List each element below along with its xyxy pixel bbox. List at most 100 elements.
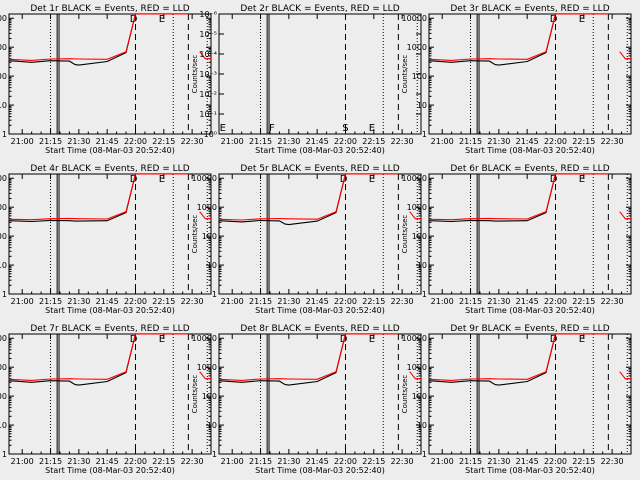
plot-frame	[428, 173, 632, 295]
panel-title: Det 3r BLACK = Events, RED = LLD	[450, 4, 609, 14]
x-tick-label: 21:15	[249, 297, 272, 306]
y-tick-label: 1000	[0, 363, 7, 372]
y-tick-label: 1000	[197, 363, 217, 372]
y-axis-label: Counts/sec	[191, 375, 199, 414]
x-tick-label: 21:00	[221, 457, 244, 466]
plot-frame	[8, 173, 212, 295]
panel-title: Det 7r BLACK = Events, RED = LLD	[30, 324, 189, 334]
x-tick-label: 21:00	[431, 297, 454, 306]
event-marker: E	[159, 14, 165, 25]
y-tick-label: 1000	[197, 203, 217, 212]
x-tick-label: 21:45	[306, 297, 329, 306]
events-series-line	[9, 174, 138, 223]
lld-series-line	[9, 334, 211, 381]
y-tick-label: 1	[422, 450, 427, 459]
x-tick-label: 22:30	[391, 297, 414, 306]
x-tick-label: 22:00	[124, 457, 147, 466]
y-tick-label: 10	[0, 101, 7, 110]
y-tick-label: 10000	[402, 14, 427, 23]
plot-frame	[8, 13, 212, 135]
x-tick-label: 22:15	[152, 137, 175, 146]
x-tick-label: 22:30	[601, 457, 624, 466]
y-tick-label: 1	[2, 290, 7, 299]
y-tick-label: 10000	[402, 174, 427, 183]
y-tick-label: 10⁻⁴	[199, 50, 217, 59]
x-axis-label: Start Time (08-Mar-03 20:52:40)	[45, 306, 175, 315]
x-tick-label: 22:00	[334, 457, 357, 466]
events-series-line	[9, 14, 138, 66]
y-tick-label: 10⁻⁵	[199, 30, 217, 39]
event-marker: E	[159, 174, 165, 185]
x-tick-label: 22:00	[334, 297, 357, 306]
y-tick-label: 1000	[407, 363, 427, 372]
detector-panel-5: Det 5r BLACK = Events, RED = LLD 1 10 100 10…	[191, 164, 422, 315]
detector-panel-2: Det 2r BLACK = Events, RED = LLD 10⁰ 10⁻¹ 1…	[191, 4, 422, 155]
y-tick-label: 1	[2, 130, 7, 139]
detector-panel-9: Det 9r BLACK = Events, RED = LLD 1 10 100 10…	[401, 324, 632, 475]
events-series-line	[429, 174, 558, 223]
x-tick-label: 21:15	[249, 457, 272, 466]
x-axis-label: Start Time (08-Mar-03 20:52:40)	[255, 466, 385, 475]
event-marker: E	[220, 123, 226, 134]
lld-series-line	[9, 174, 211, 221]
x-tick-label: 22:30	[181, 457, 204, 466]
y-tick-label: 1	[422, 130, 427, 139]
x-tick-label: 21:00	[11, 297, 34, 306]
x-tick-label: 21:15	[249, 137, 272, 146]
plot-frame	[218, 333, 422, 455]
x-tick-label: 22:15	[152, 457, 175, 466]
event-marker: E	[579, 334, 585, 345]
y-tick-label: 10⁻³	[199, 70, 217, 79]
x-tick-label: 22:30	[601, 297, 624, 306]
x-tick-label: 21:15	[459, 457, 482, 466]
detector-panel-7: Det 7r BLACK = Events, RED = LLD 1 10 100 10…	[0, 324, 212, 475]
x-tick-label: 22:15	[362, 297, 385, 306]
y-tick-label: 1000	[0, 43, 7, 52]
detector-panel-1: Det 1r BLACK = Events, RED = LLD 1 10 100 10…	[0, 4, 212, 155]
x-tick-label: 21:45	[516, 137, 539, 146]
y-tick-label: 100	[412, 232, 427, 241]
x-tick-label: 22:00	[334, 137, 357, 146]
x-axis-label: Start Time (08-Mar-03 20:52:40)	[255, 306, 385, 315]
x-tick-label: 22:30	[181, 137, 204, 146]
y-tick-label: 1	[212, 290, 217, 299]
x-tick-label: 21:45	[306, 137, 329, 146]
plot-frame	[8, 333, 212, 455]
y-tick-label: 10000	[0, 14, 7, 23]
x-tick-label: 22:15	[362, 457, 385, 466]
x-tick-label: 21:15	[39, 137, 62, 146]
detector-panel-3: Det 3r BLACK = Events, RED = LLD 1 10 100 10…	[401, 4, 632, 155]
y-tick-label: 10	[417, 261, 427, 270]
lld-series-line	[9, 14, 211, 61]
x-tick-label: 21:15	[459, 137, 482, 146]
y-tick-label: 100	[0, 232, 7, 241]
event-marker: E	[579, 174, 585, 185]
y-tick-label: 10000	[192, 174, 217, 183]
y-axis-label: Counts/sec	[401, 375, 409, 414]
x-axis-label: Start Time (08-Mar-03 20:52:40)	[465, 146, 595, 155]
y-tick-label: 1	[2, 450, 7, 459]
y-tick-label: 10	[417, 421, 427, 430]
y-tick-label: 10⁰	[204, 130, 217, 139]
y-axis-label: Counts/sec	[401, 215, 409, 254]
x-tick-label: 21:30	[277, 137, 300, 146]
y-tick-label: 10000	[192, 334, 217, 343]
lld-series-line	[429, 14, 631, 61]
y-tick-label: 100	[202, 232, 217, 241]
x-tick-label: 21:30	[277, 457, 300, 466]
x-tick-label: 22:15	[572, 457, 595, 466]
x-tick-label: 21:00	[11, 457, 34, 466]
x-tick-label: 22:15	[572, 137, 595, 146]
y-tick-label: 1	[422, 290, 427, 299]
y-tick-label: 100	[0, 72, 7, 81]
events-series-line	[429, 334, 558, 386]
y-tick-label: 10⁻²	[199, 90, 217, 99]
y-axis-label: Counts/sec	[401, 55, 409, 94]
x-tick-label: 21:30	[487, 297, 510, 306]
y-tick-label: 100	[412, 392, 427, 401]
y-tick-label: 10⁻⁶	[199, 10, 217, 19]
lld-series-line	[429, 334, 631, 381]
x-tick-label: 22:30	[181, 297, 204, 306]
panel-title: Det 8r BLACK = Events, RED = LLD	[240, 324, 399, 334]
